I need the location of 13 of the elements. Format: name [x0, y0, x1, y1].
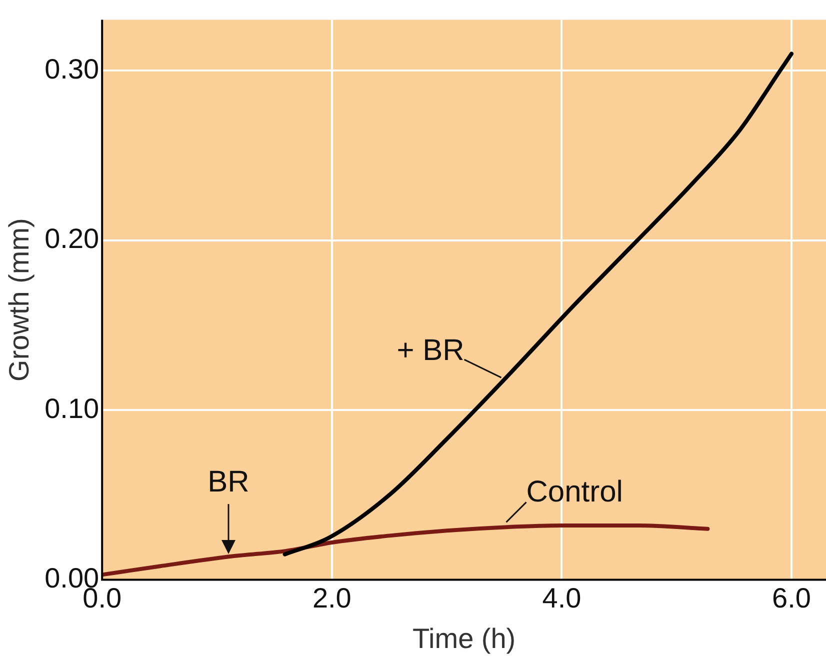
y-tick-label: 0.10 — [44, 392, 100, 424]
x-tick-label: 2.0 — [312, 582, 352, 614]
annotation: BR — [208, 465, 250, 498]
x-axis-title: Time (h) — [412, 622, 516, 654]
line-series — [102, 523, 710, 577]
x-tick-label: 6.0 — [772, 582, 811, 614]
series-label: + BR — [396, 334, 464, 367]
y-axis-title: Growth (mm) — [4, 218, 35, 382]
y-tick-label: 0.20 — [44, 223, 100, 254]
line-series — [282, 52, 794, 556]
x-tick-label: 4.0 — [542, 582, 582, 614]
series-label: Control — [526, 475, 623, 508]
y-tick-label: 0.30 — [44, 53, 100, 84]
